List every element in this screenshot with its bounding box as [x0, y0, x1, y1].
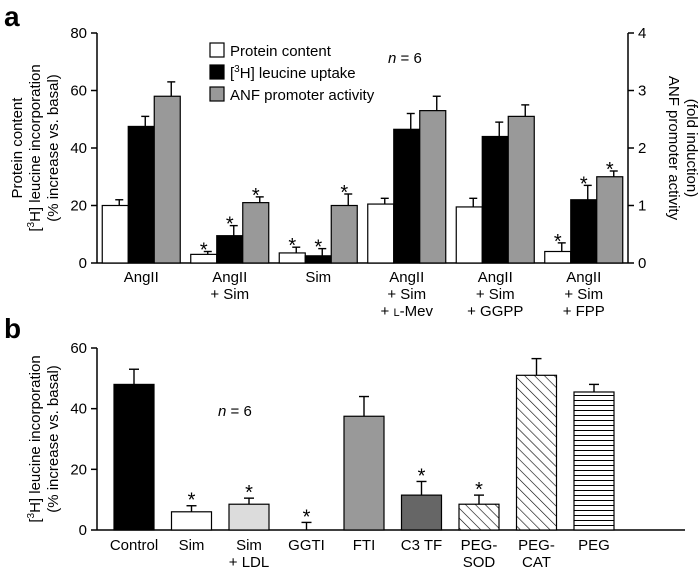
panel-a-left-axis-title: (% increase vs. basal): [45, 74, 62, 222]
panel-b-category-label: PEG: [578, 537, 610, 554]
panel-b-category-label: Sim: [236, 537, 262, 554]
panel-a-right-axis-title: ANF promoter activity: [665, 76, 682, 221]
panel-b-bar: [343, 415, 385, 531]
panel-b-category-label: FTI: [353, 537, 376, 554]
panel-a-category-label: AngII: [566, 269, 601, 286]
panel-a-significance-marker: *: [314, 237, 322, 259]
panel-a-bar: [570, 199, 598, 264]
panel-a-left-tick-label: 20: [70, 198, 87, 215]
panel-a-right-axis-title: (fold induction): [683, 99, 700, 197]
panel-b-category-label: Control: [110, 537, 158, 554]
panel-a-bar: [481, 135, 509, 264]
panel-b-category-label: GGTI: [288, 537, 325, 554]
panel-a-bar: [127, 125, 155, 264]
panel-a-category-label: AngII: [212, 269, 247, 286]
panel-b-significance-marker: *: [188, 490, 196, 512]
panel-a-right-tick-label: 3: [638, 83, 646, 100]
panel-a-category-label: + Sim: [210, 286, 249, 303]
panel-b-bar: [458, 503, 500, 531]
panel-b-significance-marker: *: [475, 479, 483, 501]
panel-b-bar: [400, 494, 443, 531]
panel-b-bar: [573, 391, 615, 531]
panel-a-left-tick-label: 0: [79, 255, 87, 272]
panel-b-label: b: [4, 313, 21, 344]
panel-b-chart: 0 20 40 60 [3H] leucine incorporation (% incr…: [26, 340, 685, 571]
panel-b-significance-marker: *: [303, 506, 311, 528]
panel-b-n-annotation: n = 6: [218, 403, 252, 420]
panel-b-category-label: PEG-: [518, 537, 555, 554]
panel-b-y-tick-label: 40: [70, 401, 87, 418]
panel-a-category-label: Sim: [305, 269, 331, 286]
panel-a-category-label: + Sim: [476, 286, 515, 303]
panel-b-category-label: + LDL: [229, 554, 269, 571]
panel-b-category-label: C3 TF: [401, 537, 442, 554]
panel-a-bar: [596, 176, 624, 264]
panel-a-bar: [544, 250, 572, 264]
panel-b-bar: [228, 503, 270, 531]
panel-a-bar: [242, 202, 270, 264]
panel-a-left-tick-label: 80: [70, 25, 87, 42]
panel-a-n-annotation: n = 6: [388, 50, 422, 67]
panel-a-category-label: AngII: [478, 269, 513, 286]
panel-a-legend-label: [3H] leucine uptake: [230, 64, 356, 82]
panel-a-right-tick-label: 4: [638, 25, 646, 42]
panel-a-left-tick-label: 40: [70, 140, 87, 157]
panel-a-legend-swatch: [209, 42, 225, 58]
panel-b-y-tick-label: 20: [70, 461, 87, 478]
panel-b-significance-marker: *: [245, 482, 253, 504]
panel-a-significance-marker: *: [554, 231, 562, 253]
panel-a-category-label: + Sim: [387, 286, 426, 303]
panel-a-category-label: AngII: [389, 269, 424, 286]
panel-b-category-label: Sim: [179, 537, 205, 554]
panel-a-category-label: + GGPP: [467, 303, 523, 320]
panel-a-bar: [330, 204, 358, 264]
panel-a-legend-swatch: [209, 64, 225, 80]
panel-a-legend-label: Protein content: [230, 43, 332, 60]
panel-a-bar: [153, 95, 181, 264]
panel-a-bar: [393, 128, 421, 264]
panel-b-bar: [113, 383, 155, 531]
panel-a-left-axis-title: [3H] leucine incorporation: [26, 64, 44, 231]
panel-a-legend-label: ANF promoter activity: [230, 87, 375, 104]
panel-a-bar: [419, 110, 447, 264]
panel-b-bar: [515, 374, 558, 531]
panel-a-legend-swatch: [209, 86, 225, 102]
panel-a-significance-marker: *: [340, 182, 348, 204]
panel-b-y-axis-title: (% increase vs. basal): [45, 365, 62, 513]
panel-b-bar: [170, 511, 213, 531]
panel-a-label: a: [4, 1, 20, 32]
panel-b-y-tick-label: 60: [70, 340, 87, 357]
panel-a-category-label: + L-Mev: [381, 303, 434, 320]
panel-a-significance-marker: *: [288, 235, 296, 257]
panel-b-category-label: SOD: [463, 554, 496, 571]
panel-a-significance-marker: *: [252, 185, 260, 207]
panel-a-significance-marker: *: [226, 214, 234, 236]
panel-b-y-tick-label: 0: [79, 522, 87, 539]
panel-b-y-axis-title: [3H] leucine incorporation: [26, 355, 44, 522]
panel-a-significance-marker: *: [580, 173, 588, 195]
panel-a-category-label: AngII: [124, 269, 159, 286]
panel-a-category-label: + FPP: [563, 303, 605, 320]
panel-a-bar: [101, 204, 129, 264]
panel-a-left-tick-label: 60: [70, 83, 87, 100]
panel-a-right-tick-label: 0: [638, 255, 646, 272]
panel-a-significance-marker: *: [200, 240, 208, 262]
panel-a-right-tick-label: 2: [638, 140, 646, 157]
panel-a-category-label: + Sim: [564, 286, 603, 303]
panel-a-bar: [367, 203, 395, 264]
panel-b-category-label: CAT: [522, 554, 551, 571]
panel-a-right-tick-label: 1: [638, 198, 646, 215]
panel-a-bar: [455, 206, 483, 264]
panel-a-bar: [507, 115, 535, 264]
panel-b-significance-marker: *: [418, 465, 426, 487]
panel-a-significance-marker: *: [606, 159, 614, 181]
panel-b-category-label: PEG-: [461, 537, 498, 554]
panel-a-bar: [216, 235, 244, 264]
panel-a-left-axis-title: Protein content: [9, 97, 26, 199]
